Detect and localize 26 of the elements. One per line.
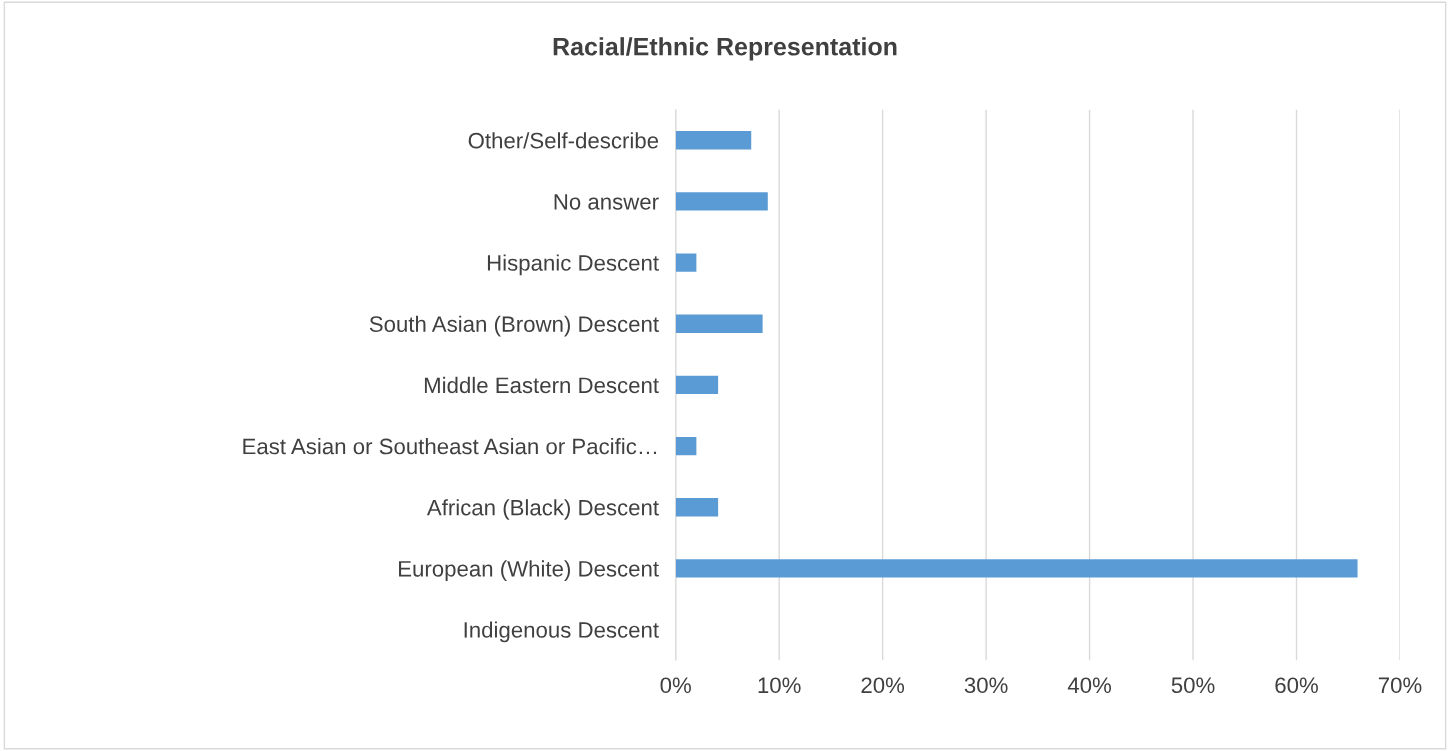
chart-title: Racial/Ethnic Representation	[553, 37, 897, 61]
x-tick-label: 20%	[861, 677, 905, 694]
y-tick-label: European (White) Descent	[399, 560, 659, 582]
bar	[675, 498, 719, 517]
x-tick-label: 50%	[1171, 677, 1215, 694]
x-tick-label: 60%	[1275, 677, 1318, 694]
x-tick-label: 10%	[758, 677, 801, 694]
y-tick-label: Other/Self-describe	[468, 132, 659, 149]
y-tick-label: African (Black) Descent	[426, 499, 659, 520]
x-tick-label: 0%	[660, 677, 691, 694]
y-tick-label: East Asian or Southeast Asian or Pacific…	[243, 438, 657, 455]
x-tick-label: 30%	[964, 677, 1008, 694]
bar	[675, 253, 697, 272]
bar	[675, 436, 697, 456]
bar	[675, 131, 752, 150]
y-tick-label: Middle Eastern Descent	[424, 376, 659, 394]
bar	[675, 375, 719, 395]
x-tick-label: 70%	[1378, 677, 1422, 694]
y-tick-label: South Asian (Brown) Descent	[369, 315, 659, 337]
bar	[675, 314, 763, 333]
y-tick-label: No answer	[554, 194, 659, 210]
bar	[675, 192, 768, 211]
x-tick-label: 40%	[1067, 677, 1112, 694]
y-tick-label: Hispanic Descent	[487, 254, 659, 276]
bar	[675, 559, 1358, 578]
y-tick-label: Indigenous Descent	[464, 621, 659, 643]
